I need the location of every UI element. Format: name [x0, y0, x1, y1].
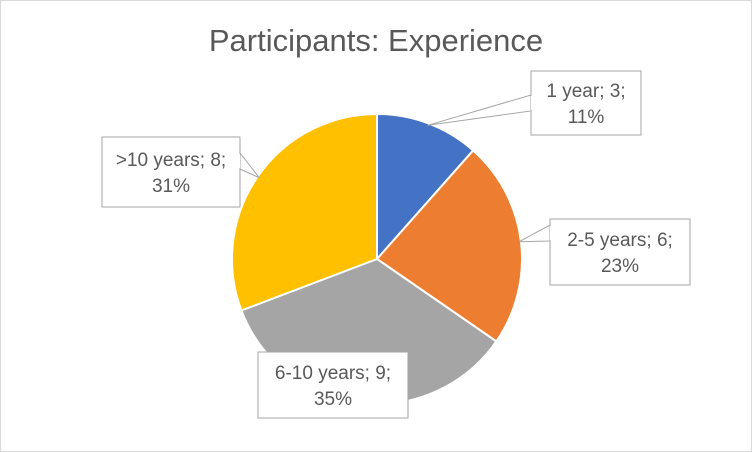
- data-label-callout: 2-5 years; 6; 23%: [518, 218, 691, 286]
- data-label-callout: 6-10 years; 9; 35%: [257, 351, 409, 419]
- callout-box: [549, 218, 691, 286]
- chart-title: Participants: Experience: [208, 23, 544, 58]
- callout-pointer: [239, 151, 260, 179]
- data-label-callout: >10 years; 8; 31%: [101, 136, 260, 208]
- data-label-line1: 2-5 years; 6;: [567, 230, 673, 251]
- data-label-line2: 23%: [601, 256, 639, 277]
- callout-box: [257, 351, 409, 419]
- data-label-line1: 6-10 years; 9;: [275, 363, 391, 384]
- data-label-callout: 1 year; 3; 11%: [427, 70, 642, 136]
- data-label-line2: 35%: [314, 389, 352, 410]
- data-labels: 1 year; 3; 11% 2-5 years; 6; 23% 6-10 years;…: [101, 70, 691, 419]
- pie-slices: [231, 112, 523, 405]
- callout-box: [530, 70, 642, 136]
- data-label-line2: 11%: [568, 107, 605, 128]
- callout-pointer: [518, 224, 551, 243]
- data-label-line1: 1 year; 3;: [546, 81, 625, 102]
- data-label-line2: 31%: [152, 176, 190, 197]
- callout-pointer: [427, 94, 532, 126]
- data-label-line1: >10 years; 8;: [116, 150, 226, 171]
- callout-box: [101, 136, 241, 208]
- pie-slice-1-year: [376, 112, 475, 262]
